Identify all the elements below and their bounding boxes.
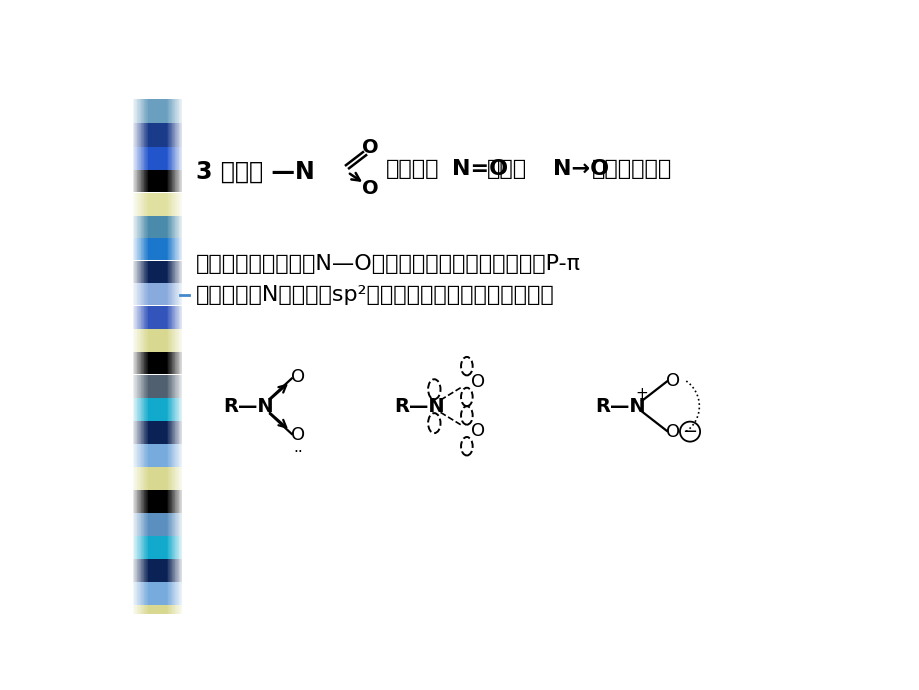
Text: 配位键组成）: 配位键组成）: [591, 159, 671, 179]
Bar: [132, 491, 182, 513]
Bar: [132, 146, 182, 170]
Bar: [132, 467, 182, 491]
Bar: [132, 605, 182, 628]
Bar: [132, 513, 182, 536]
Text: R—N: R—N: [223, 397, 274, 415]
Text: O: O: [362, 138, 379, 157]
Text: O: O: [362, 179, 379, 198]
Bar: [132, 306, 182, 329]
Bar: [132, 444, 182, 467]
Text: N=O: N=O: [451, 159, 507, 179]
Bar: [132, 398, 182, 421]
Bar: [132, 283, 182, 306]
Text: O: O: [290, 426, 304, 444]
Text: 3 、结构 —N: 3 、结构 —N: [196, 159, 315, 184]
Text: +: +: [635, 386, 648, 402]
Bar: [132, 261, 182, 284]
Bar: [132, 536, 182, 559]
Bar: [132, 582, 182, 605]
Text: −: −: [682, 422, 697, 441]
Text: O: O: [290, 368, 304, 386]
Text: R—N: R—N: [595, 397, 645, 415]
Bar: [132, 193, 182, 215]
Text: O: O: [665, 372, 679, 390]
Text: ..: ..: [293, 440, 302, 455]
Bar: [132, 238, 182, 260]
Text: 共轭体系（N原子是以sp²杂化成键的，其结构表示如下：: 共轭体系（N原子是以sp²杂化成键的，其结构表示如下：: [196, 284, 554, 304]
Bar: [132, 123, 182, 146]
Text: N→O: N→O: [552, 159, 608, 179]
Bar: [115, 83, 132, 614]
Bar: [132, 375, 182, 398]
Bar: [132, 170, 182, 192]
Text: 和一个: 和一个: [486, 159, 527, 179]
Bar: [132, 560, 182, 583]
Text: O: O: [471, 422, 484, 440]
Text: （由一个: （由一个: [386, 159, 439, 179]
Bar: [132, 421, 182, 444]
Text: 物理测试表明，两个N—O键键长相等，这说明硝基为一P-π: 物理测试表明，两个N—O键键长相等，这说明硝基为一P-π: [196, 254, 581, 274]
Text: O: O: [665, 422, 679, 441]
Bar: [132, 215, 182, 239]
Bar: [132, 352, 182, 375]
Text: R—N: R—N: [393, 397, 444, 415]
Text: O: O: [471, 373, 484, 391]
Bar: [132, 628, 182, 651]
Bar: [132, 99, 182, 123]
Bar: [132, 329, 182, 352]
